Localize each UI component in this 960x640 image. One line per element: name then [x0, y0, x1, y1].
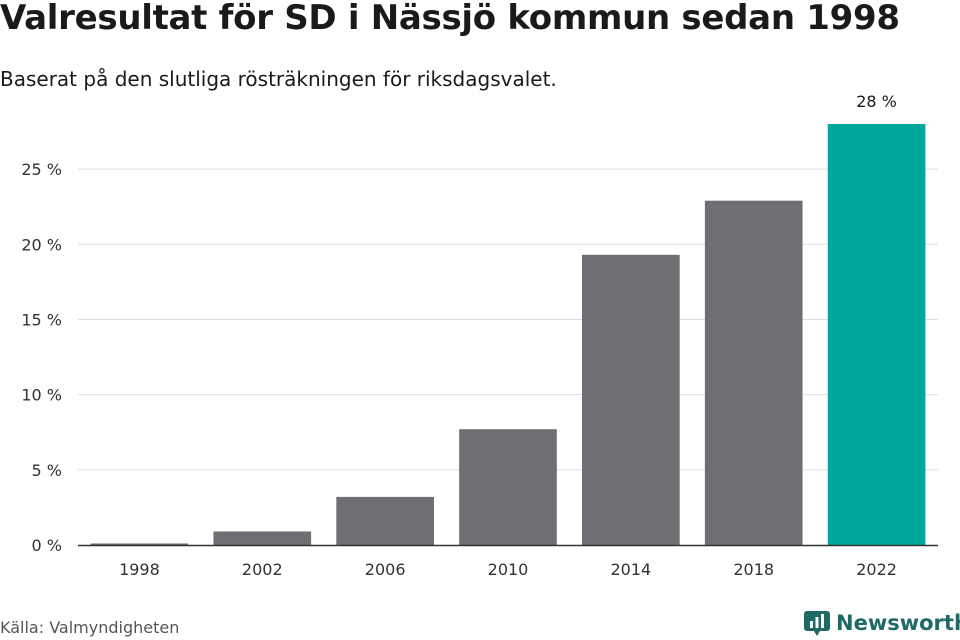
- bars: [90, 124, 926, 546]
- x-axis-labels: 1998 2002 2006 2010 2014 2018 2022: [119, 560, 897, 579]
- brand-name: Newsworthy: [836, 611, 960, 635]
- bar-2022: [827, 124, 926, 545]
- x-tick-label: 2022: [856, 560, 897, 579]
- bar-2018: [704, 200, 803, 546]
- y-tick-label: 15 %: [21, 310, 62, 329]
- x-tick-label: 1998: [119, 560, 160, 579]
- bar-1998: [90, 543, 189, 545]
- y-tick-label: 20 %: [21, 235, 62, 254]
- data-label: 28 %: [856, 92, 897, 111]
- y-tick-label: 25 %: [21, 160, 62, 179]
- x-tick-label: 2014: [610, 560, 651, 579]
- y-tick-label: 10 %: [21, 386, 62, 405]
- brand-logo[interactable]: Newsworthy: [804, 609, 960, 637]
- bar-2006: [336, 496, 434, 545]
- bar-2014: [582, 254, 680, 545]
- chart-subtitle: Baserat på den slutliga rösträkningen fö…: [0, 67, 557, 91]
- y-tick-label: 0 %: [32, 536, 62, 555]
- x-tick-label: 2018: [733, 560, 774, 579]
- bar-chart: 0 % 5 % 10 % 15 % 20 % 25 % 1998 2002 2006 2010 2…: [21, 92, 938, 579]
- x-tick-label: 2006: [365, 560, 406, 579]
- gridlines: [78, 168, 938, 471]
- x-tick-label: 2002: [242, 560, 283, 579]
- y-axis-labels: 0 % 5 % 10 % 15 % 20 % 25 %: [21, 160, 62, 555]
- y-tick-label: 5 %: [32, 461, 62, 480]
- bar-2010: [459, 429, 557, 545]
- chart-title: Valresultat för SD i Nässjö kommun sedan…: [0, 0, 900, 38]
- data-labels: 28 %: [856, 92, 897, 111]
- newsworthy-logo-icon: [804, 611, 830, 636]
- source-note: Källa: Valmyndigheten: [0, 618, 180, 637]
- x-tick-label: 2010: [488, 560, 529, 579]
- bar-2002: [213, 531, 312, 545]
